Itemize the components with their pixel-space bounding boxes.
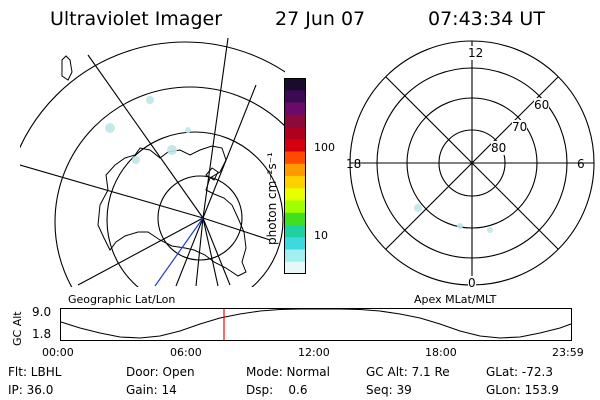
svg-text:photon cm⁻²s⁻¹: photon cm⁻²s⁻¹ [265,152,279,245]
lat-circle [157,175,243,261]
aurora-patch [185,127,191,133]
meridian-line [77,217,204,286]
aurora-patch [487,227,493,233]
lat-circle [106,131,284,287]
mlt-label-12: 12 [468,46,484,60]
aurora-patch [146,96,154,104]
glat-info: GLat: -72.3 [486,365,553,379]
glon-info: GLon: 153.9 [486,383,559,397]
altitude-plot [60,308,572,341]
colorbar-tick-100: 100 [314,141,335,154]
observation-time: 07:43:34 UT [428,8,545,30]
geographic-map [20,37,285,287]
colorbar-strip [284,249,306,263]
time-tick-0000: 00:00 [42,346,74,359]
gc-alt-info: GC Alt: 7.1 Re [366,365,450,379]
magnetic-polar-plot [349,40,595,286]
svg-text:GC Alt: GC Alt [11,311,24,346]
colorbar-strip [284,163,306,177]
meridian-line [175,217,204,287]
altitude-tick-1-8: 1.8 [32,327,52,341]
colorbar-strip [284,90,306,103]
colorbar-strip [284,139,306,152]
meridian-line [20,164,204,219]
mlt-label-0: 0 [468,276,476,290]
altitude-tick-9: 9.0 [32,305,52,319]
colorbar-strip [284,102,306,116]
colorbar-strip [284,176,306,189]
instrument-title: Ultraviolet Imager [50,8,223,30]
mode-info: Mode: Normal [246,365,330,379]
mlt-label-6: 6 [577,157,585,171]
aurora-patch [457,223,463,229]
colorbar-strip [284,127,306,140]
time-tick-0600: 06:00 [170,346,202,359]
colorbar [284,78,306,274]
time-tick-1200: 12:00 [298,346,330,359]
colorbar-unit-label: photon cm⁻²s⁻¹ [265,152,279,245]
colorbar-strip [284,237,306,250]
colorbar-tick-10: 10 [314,229,328,242]
altitude-y-axis-label: GC Alt [11,311,24,346]
orbit-track [154,217,204,287]
altitude-plot-frame [60,308,572,341]
meridian-line [202,217,219,287]
gain-info: Gain: 14 [126,383,177,397]
mlat-label-60: 60 [534,98,550,112]
colorbar-strip [284,151,306,165]
aurora-patch [414,204,422,212]
mlat-label-70: 70 [512,120,528,134]
meridian-line [202,37,229,219]
meridian-line [202,217,271,241]
time-tick-1800: 18:00 [425,346,457,359]
lat-circle [54,86,285,287]
observation-date: 27 Jun 07 [275,8,366,30]
colorbar-strip [284,188,306,201]
meridian-line [87,54,204,219]
coastline [97,145,247,277]
dsp-info: Dsp: 0.6 [246,383,308,397]
colorbar-strip [284,225,306,238]
aurora-patch [132,156,140,164]
filter-info: Flt: LBHL [8,365,62,379]
seq-info: Seq: 39 [366,383,412,397]
geographic-map-label: Geographic Lat/Lon [68,293,176,306]
lat-circle [20,41,285,149]
door-info: Door: Open [126,365,195,379]
magnetic-map-label: Apex MLat/MLT [414,293,497,306]
meridian-line [202,84,257,219]
aurora-patch [167,145,177,155]
colorbar-strip [284,212,306,226]
mlt-label-18: 18 [346,157,362,171]
colorbar-strip [284,114,306,128]
colorbar-strip [284,200,306,214]
aurora-patch [105,123,115,133]
coastline [61,55,73,81]
altitude-curve [60,308,572,339]
coastline [205,167,219,181]
mlat-label-80: 80 [491,141,507,155]
ip-info: IP: 36.0 [8,383,54,397]
meridian-line [202,217,231,286]
colorbar-strip [284,261,306,274]
colorbar-strip [284,78,306,91]
mlt-line [385,76,559,250]
time-tick-2359: 23:59 [552,346,584,359]
